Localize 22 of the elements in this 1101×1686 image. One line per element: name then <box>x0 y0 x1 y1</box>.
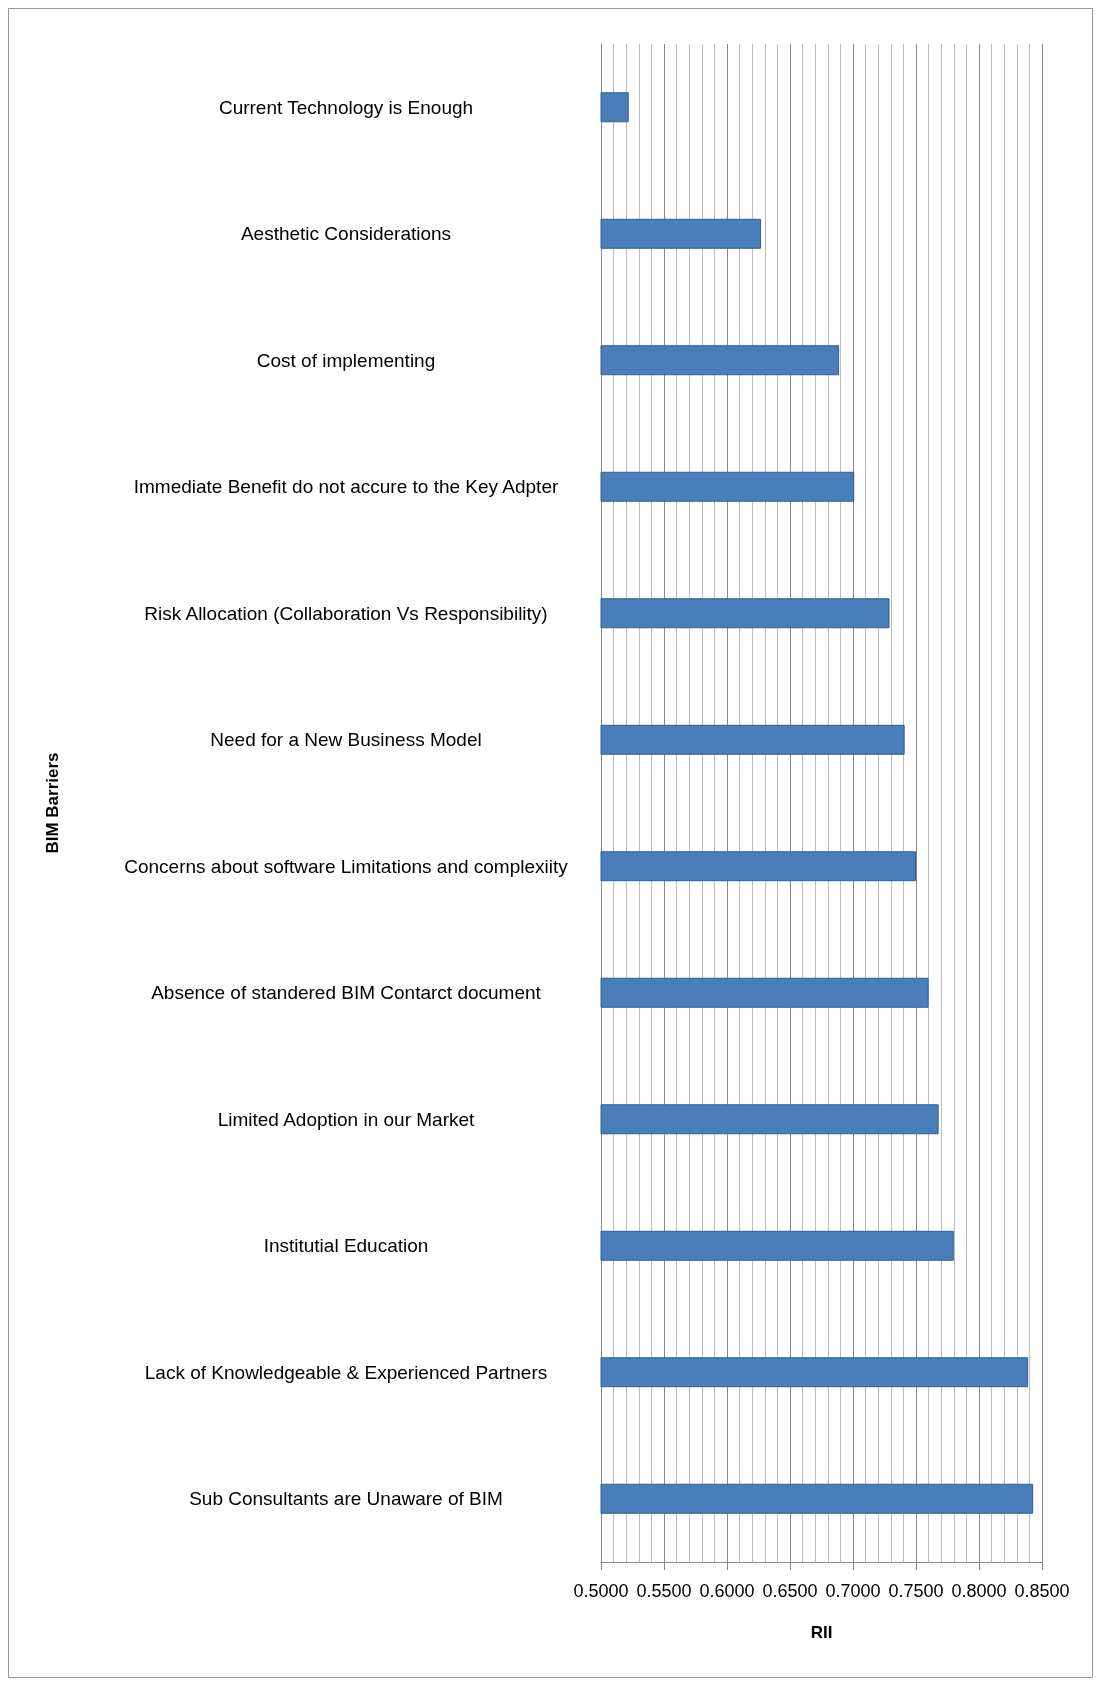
x-tick-label: 0.6500 <box>762 1581 818 1601</box>
x-tick-label: 0.6000 <box>699 1581 755 1601</box>
y-tick-label: Need for a New Business Model <box>210 729 482 751</box>
y-tick-label: Limited Adoption in our Market <box>217 1108 476 1130</box>
y-tick-label: Lack of Knowledgeable & Experienced Partners <box>144 1361 548 1383</box>
x-axis-title: RII <box>810 1623 833 1642</box>
y-tick-label: Immediate Benefit do not accure to the Key Adpter <box>133 476 559 498</box>
y-tick-label: Institutial Education <box>263 1235 429 1257</box>
x-tick-label: 0.8500 <box>1014 1581 1070 1601</box>
x-tick-label: 0.7500 <box>888 1581 944 1601</box>
y-tick-label: Aesthetic Considerations <box>240 223 452 245</box>
y-tick-label: Cost of implementing <box>256 349 436 371</box>
x-tick-label: 0.8000 <box>951 1581 1007 1601</box>
y-tick-label: Risk Allocation (Collaboration Vs Responsibility) <box>144 602 548 624</box>
y-tick-label: Current Technology is Enough <box>218 96 474 118</box>
x-tick-label: 0.5500 <box>636 1581 692 1601</box>
y-tick-label: Sub Consultants are Unaware of BIM <box>189 1488 503 1510</box>
y-tick-label: Concerns about software Limitations and complexiity <box>124 855 569 877</box>
x-tick-label: 0.7000 <box>825 1581 881 1601</box>
y-axis-title: BIM Barriers <box>43 752 62 854</box>
y-tick-label: Absence of standered BIM Contarct document <box>151 982 542 1004</box>
x-tick-label: 0.5000 <box>573 1581 629 1601</box>
